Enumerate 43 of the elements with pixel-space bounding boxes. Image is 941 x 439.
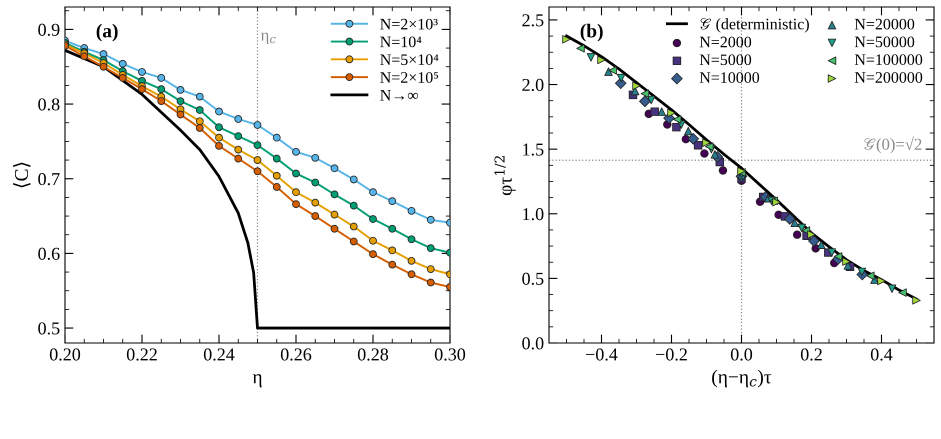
x-tick-label: 0.26	[280, 348, 312, 361]
x-tick-label: 0.20	[50, 348, 80, 361]
annotation: (a)	[96, 24, 118, 42]
y-axis-title: φτ$^{1/2}$	[494, 156, 516, 196]
x-tick-label: 0.28	[358, 348, 388, 361]
y-tick-label: 1.0	[523, 208, 544, 220]
y-tick-label: 2.0	[522, 78, 544, 92]
x-tick-label: −0.4	[586, 348, 618, 361]
y-tick-label: 0.8	[38, 98, 60, 111]
legend-label: N=10⁴	[380, 36, 422, 48]
ref-line-label: 𝒢(0)=√2	[864, 136, 922, 154]
y-tick-label: 0.0	[522, 337, 544, 350]
legend-label: N=2000	[700, 36, 752, 48]
y-tick-label: 0.9	[38, 24, 60, 36]
y-tick-label: 0.6	[38, 248, 60, 260]
x-tick-label: 0.22	[126, 348, 157, 361]
legend-label: N=2×10³	[380, 18, 438, 30]
legend-label: N=50000	[854, 36, 914, 48]
legend-label: N=100000	[854, 54, 922, 66]
legend-label: N=10000	[700, 72, 760, 83]
y-axis-title: ⟨C⟩	[13, 162, 30, 188]
y-tick-label: 1.5	[523, 144, 544, 156]
ref-line-label: η$_{c}$	[260, 32, 276, 44]
legend-label: N=20000	[854, 18, 914, 30]
legend-label: N→∞	[380, 90, 418, 100]
legend-label: N=200000	[854, 72, 922, 83]
x-tick-label: 0.4	[870, 348, 893, 361]
x-tick-label: 0.24	[204, 348, 235, 361]
x-tick-label: −0.2	[656, 348, 687, 361]
annotation: (b)	[580, 24, 603, 42]
legend-label: 𝒢 (deterministic)	[700, 18, 809, 33]
y-tick-label: 0.5	[38, 322, 60, 335]
legend-label: N=5×10⁴	[380, 54, 438, 66]
y-tick-label: 0.7	[38, 172, 60, 186]
x-tick-label: 0.30	[434, 348, 466, 361]
x-tick-label: 0.2	[800, 348, 822, 361]
x-axis-title: (η−η$_{c}$)τ	[712, 370, 772, 388]
x-axis-title: η	[252, 374, 262, 388]
y-tick-label: 2.5	[522, 14, 544, 26]
legend-label: N=2×10⁵	[380, 72, 438, 83]
x-tick-label: 0.0	[730, 348, 752, 361]
legend-label: N=5000	[700, 54, 752, 66]
y-tick-label: 0.5	[522, 272, 544, 285]
